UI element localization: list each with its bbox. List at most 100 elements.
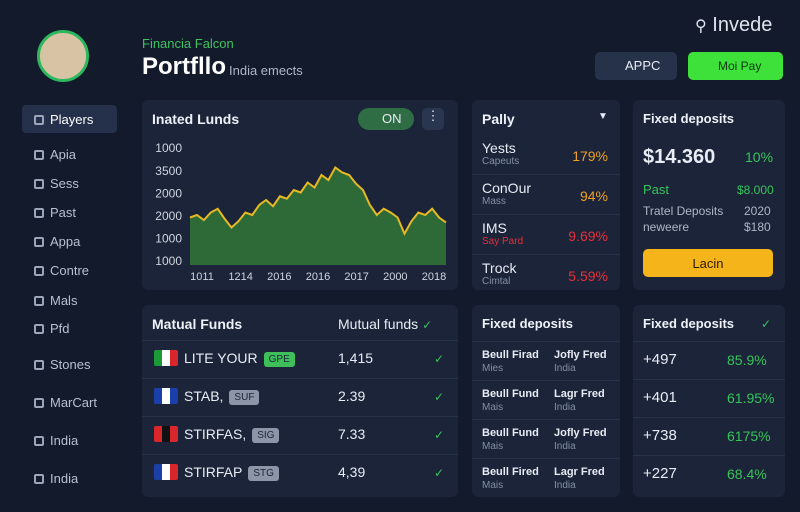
y-label: 1000 bbox=[155, 232, 182, 246]
chart-panel: Inated Lunds ON ⋮ 1000 3500 2000 2000 1000 10… bbox=[142, 100, 458, 290]
nav-item[interactable]: MarCart bbox=[22, 388, 117, 416]
deposit-name: Lagr Fred bbox=[554, 388, 605, 400]
x-label: 2018 bbox=[422, 271, 446, 283]
search[interactable]: ⚲ Invede bbox=[695, 14, 773, 36]
divider bbox=[472, 458, 620, 459]
row-sub: Capeuts bbox=[482, 156, 520, 167]
y-label: 1000 bbox=[155, 254, 182, 268]
row-label: neweere bbox=[643, 220, 690, 234]
divider bbox=[472, 380, 620, 381]
badge: STG bbox=[248, 466, 279, 481]
fund-value: 2.39 bbox=[338, 388, 366, 404]
tagline: India emects bbox=[229, 63, 303, 78]
toggle[interactable]: ON bbox=[358, 108, 414, 130]
nav-label: Players bbox=[50, 112, 94, 127]
row-label: Tratel Deposits bbox=[643, 204, 724, 218]
deposit-amount: +401 bbox=[643, 389, 677, 406]
panel-title: Matual Funds bbox=[152, 316, 243, 332]
deposit-sub: Mais bbox=[482, 402, 504, 413]
deposit-name: Beull Fund bbox=[482, 388, 539, 400]
flag bbox=[154, 464, 178, 480]
deposit-rate: 68.4% bbox=[727, 466, 767, 482]
nav-label: MarCart bbox=[50, 395, 97, 410]
nav-item[interactable]: Sess bbox=[22, 169, 117, 197]
nav-label: Mals bbox=[50, 293, 78, 308]
badge: GPE bbox=[263, 352, 295, 367]
divider bbox=[472, 254, 620, 255]
x-label: 1214 bbox=[228, 271, 252, 283]
deposit-rate: 6175% bbox=[727, 428, 771, 444]
y-label: 2000 bbox=[155, 186, 182, 200]
divider bbox=[472, 419, 620, 420]
deposit-amount: +227 bbox=[643, 465, 677, 482]
row-sub: Mass bbox=[482, 196, 506, 207]
nav-item[interactable]: Apia bbox=[22, 140, 117, 168]
subtitle: Financia Falcon bbox=[142, 36, 234, 51]
pay-button[interactable]: Moi Pay bbox=[688, 52, 783, 80]
amount: $14.360 bbox=[643, 146, 716, 168]
panel-title: Fixed deposits bbox=[643, 316, 735, 331]
nav-item[interactable]: Stones bbox=[22, 350, 117, 378]
y-label: 1000 bbox=[155, 141, 182, 155]
line bbox=[189, 166, 447, 237]
icon bbox=[34, 266, 44, 276]
appc-button[interactable]: APPC bbox=[595, 52, 677, 80]
nav-label: Apia bbox=[50, 147, 77, 162]
x-label: 2017 bbox=[344, 271, 368, 283]
divider bbox=[633, 379, 785, 380]
deposit-name: Jofly Fred bbox=[554, 349, 607, 361]
nav-item[interactable]: Pfd bbox=[22, 314, 117, 342]
deposit-sub: India bbox=[554, 402, 576, 413]
dropdown[interactable]: ▼ bbox=[598, 111, 608, 122]
nav-item[interactable]: Past bbox=[22, 198, 117, 226]
icon bbox=[34, 436, 44, 446]
divider bbox=[633, 455, 785, 456]
badge: SUF bbox=[229, 390, 260, 405]
divider bbox=[142, 378, 458, 379]
flag bbox=[154, 350, 178, 366]
divider bbox=[633, 341, 785, 342]
nav-item[interactable]: India bbox=[22, 426, 117, 454]
row-value: 2020 bbox=[744, 204, 771, 218]
icon bbox=[34, 474, 44, 484]
row-value: 9.69% bbox=[568, 228, 608, 244]
nav-item[interactable]: Contre bbox=[22, 256, 117, 284]
panel-title: Pally bbox=[482, 111, 515, 127]
deposit-sub: Mies bbox=[482, 363, 504, 374]
deposit-name: Lagr Fred bbox=[554, 466, 605, 478]
search-label: Invede bbox=[712, 14, 773, 36]
chart: 1000 3500 2000 2000 1000 1000 1011 1214 2016 2016… bbox=[155, 141, 447, 283]
nav-item[interactable]: Mals bbox=[22, 286, 117, 314]
icon bbox=[34, 237, 44, 247]
nav-label: India bbox=[50, 433, 79, 448]
deposit-sub: India bbox=[554, 363, 576, 374]
nav-item[interactable]: Appa bbox=[22, 227, 117, 255]
deposit-sub: India bbox=[554, 441, 576, 452]
deposit-name: Beull Firad bbox=[482, 349, 539, 361]
past-value: $8.000 bbox=[737, 183, 774, 197]
fund-value: 7.33 bbox=[338, 426, 366, 442]
check: ✓ bbox=[434, 428, 445, 442]
divider bbox=[472, 341, 620, 342]
nav-label: Pfd bbox=[50, 321, 70, 336]
nav-item[interactable]: Players bbox=[22, 105, 117, 133]
x-label: 2016 bbox=[306, 271, 330, 283]
check: ✓ bbox=[434, 466, 445, 480]
fund-label: STIRFAS, bbox=[184, 426, 247, 442]
learn-button[interactable]: Lacin bbox=[643, 249, 773, 277]
check: ✓ bbox=[434, 352, 445, 366]
row-sub: Say Pard bbox=[482, 236, 524, 247]
avatar[interactable] bbox=[37, 30, 89, 82]
fund-name: LITE YOUR GPE bbox=[184, 350, 295, 367]
button-label: Moi Pay bbox=[718, 59, 762, 73]
filter[interactable]: Mutual funds ✓ bbox=[338, 316, 433, 332]
icon bbox=[34, 208, 44, 218]
row-sub: Cimtal bbox=[482, 276, 511, 287]
divider bbox=[142, 454, 458, 455]
fund-label: LITE YOUR bbox=[184, 350, 258, 366]
deposit-name: Jofly Fred bbox=[554, 427, 607, 439]
deposit-sub: Mais bbox=[482, 480, 504, 491]
menu[interactable]: ⋮ bbox=[422, 108, 444, 130]
nav-item[interactable]: India bbox=[22, 464, 117, 492]
